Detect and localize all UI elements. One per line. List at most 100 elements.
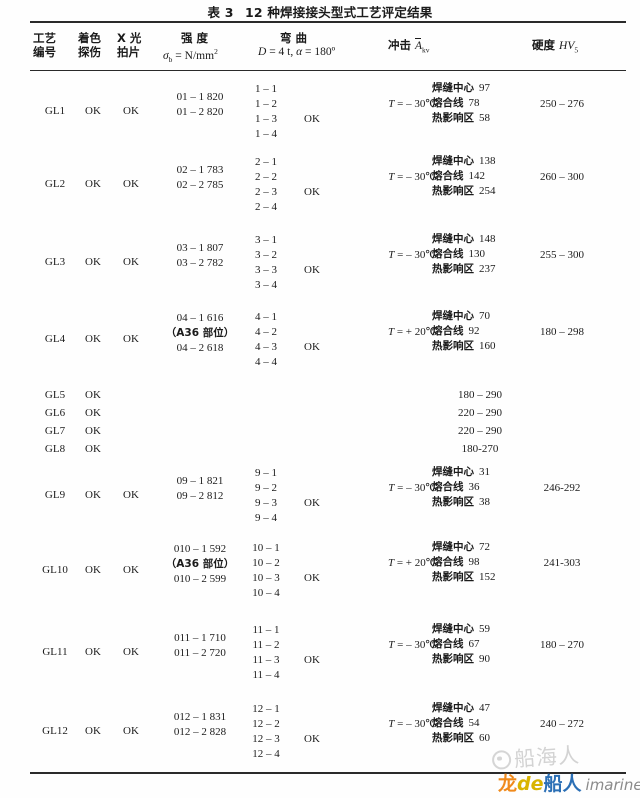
bend-specimen: 11 – 2 — [252, 639, 280, 651]
impact-entry: 焊缝中心 138 — [432, 154, 496, 169]
row-impact-temperature: T = – 30℃ — [388, 639, 438, 651]
header-line-1: 弯 曲 — [280, 31, 308, 45]
row-bend-result: OK — [304, 572, 320, 584]
short-row-hardness-value: 180-270 — [461, 443, 499, 455]
strength-value: 012 – 2 828 — [173, 726, 227, 738]
watermark-main: 龙de船人imarine.cn — [498, 769, 640, 796]
strength-value: 09 – 1 821 — [176, 475, 224, 487]
impact-entry-value: 160 — [479, 340, 496, 352]
watermark-part-3: 船人 — [543, 773, 582, 795]
impact-entry: 焊缝中心 59 — [432, 622, 490, 637]
bend-specimen: 2 – 3 — [255, 186, 277, 198]
bend-mid: = 4 t, — [266, 46, 297, 58]
header-line-1: 工艺 — [33, 31, 56, 45]
impact-entry: 熔合线 130 — [432, 247, 496, 262]
row-impact-temperature: T = + 20℃ — [387, 326, 439, 338]
impact-entry: 熔合线 142 — [432, 169, 496, 184]
impact-entry: 热影响区 90 — [432, 652, 490, 667]
impact-entry-label: 熔合线 — [432, 325, 464, 337]
row-impact-cell: 焊缝中心 31 熔合线 36 热影响区 38 — [432, 465, 490, 510]
impact-entry-value: 142 — [468, 170, 486, 182]
row-strength-cell: 04 – 1 616 （A36 部位） 04 – 2 618 — [166, 311, 234, 356]
row-dye-result: OK — [85, 256, 101, 268]
impact-entry: 熔合线 36 — [432, 480, 490, 495]
strength-value: （A36 部位） — [165, 557, 235, 570]
row-strength-cell: 09 – 1 821 09 – 2 812 — [177, 474, 224, 504]
impact-entry-label: 焊缝中心 — [432, 155, 474, 167]
impact-entry-value: 92 — [468, 325, 480, 337]
row-hardness-value: 246-292 — [543, 482, 581, 494]
row-bend-result: OK — [304, 186, 320, 198]
row-xray-result: OK — [123, 105, 139, 117]
row-strength-cell: 011 – 1 710 011 – 2 720 — [174, 631, 226, 661]
impact-entry-value: 31 — [479, 466, 490, 478]
short-row-dye-result: OK — [85, 425, 101, 437]
impact-entry: 熔合线 98 — [432, 555, 496, 570]
strength-value: 010 – 2 599 — [173, 572, 227, 585]
bend-specimen: 9 – 1 — [255, 467, 277, 479]
bend-specimen: 11 – 4 — [252, 669, 280, 681]
bend-specimen: 12 – 2 — [252, 718, 280, 730]
short-row-process-id: GL7 — [44, 425, 66, 437]
row-bend-cell: 11 – 1 11 – 2 11 – 3 11 – 4 — [252, 623, 279, 683]
header-line-2: σb = N/mm2 — [163, 45, 218, 67]
bend-specimen: 3 – 2 — [255, 249, 277, 261]
impact-entry-label: 热影响区 — [432, 732, 474, 744]
watermark-part-2: de — [517, 773, 544, 795]
impact-entry: 熔合线 78 — [432, 96, 490, 111]
bend-specimen: 10 – 4 — [252, 587, 280, 599]
row-impact-cell: 焊缝中心 148 熔合线 130 热影响区 237 — [432, 232, 496, 277]
bend-specimen: 12 – 3 — [252, 733, 280, 745]
short-row-dye-result: OK — [85, 389, 101, 401]
row-bend-result: OK — [304, 264, 320, 276]
impact-entry: 热影响区 58 — [432, 111, 490, 126]
impact-entry-label: 热影响区 — [432, 340, 474, 352]
row-bend-cell: 10 – 1 10 – 2 10 – 3 10 – 4 — [252, 541, 280, 601]
row-xray-result: OK — [123, 646, 139, 658]
impact-entry-value: 58 — [479, 112, 490, 124]
impact-entry-value: 72 — [479, 541, 490, 553]
header-line-1: X 光 — [117, 31, 142, 45]
impact-entry-value: 152 — [479, 571, 496, 583]
header-line-2: 编号 — [33, 45, 56, 59]
header-line-1: 着色 — [78, 31, 101, 45]
bend-specimen: 1 – 2 — [255, 98, 277, 110]
row-process-id: GL10 — [42, 564, 68, 576]
impact-entry-label: 熔合线 — [432, 97, 464, 109]
row-impact-cell: 焊缝中心 97 熔合线 78 热影响区 58 — [432, 81, 490, 126]
impact-entry: 焊缝中心 97 — [432, 81, 490, 96]
bend-specimen: 12 – 1 — [252, 703, 280, 715]
row-bend-cell: 1 – 1 1 – 2 1 – 3 1 – 4 — [255, 82, 277, 142]
row-impact-temperature: T = – 30℃ — [388, 171, 438, 183]
impact-entry-label: 焊缝中心 — [432, 82, 474, 94]
row-process-id: GL11 — [42, 646, 68, 658]
row-strength-cell: 012 – 1 831 012 – 2 828 — [174, 710, 226, 740]
impact-entry: 热影响区 160 — [432, 339, 496, 354]
impact-entry-label: 热影响区 — [432, 496, 474, 508]
watermark-site-url: imarine.cn — [585, 776, 640, 794]
column-header-dye-penetrant: 着色 探伤 — [78, 31, 101, 59]
bend-specimen: 1 – 4 — [255, 128, 277, 140]
impact-A-subscript: kv — [422, 45, 430, 55]
row-hardness-value: 240 – 272 — [540, 718, 584, 730]
bend-specimen: 2 – 2 — [255, 171, 277, 183]
impact-entry-label: 熔合线 — [432, 556, 464, 568]
impact-entry-label: 焊缝中心 — [432, 702, 474, 714]
impact-entry-label: 焊缝中心 — [432, 233, 474, 245]
header-line-2: 探伤 — [78, 45, 101, 59]
row-impact-cell: 焊缝中心 138 熔合线 142 热影响区 254 — [432, 154, 496, 199]
bend-specimen: 3 – 4 — [255, 279, 277, 291]
impact-entry: 热影响区 254 — [432, 184, 496, 199]
row-dye-result: OK — [85, 105, 101, 117]
row-strength-cell: 02 – 1 783 02 – 2 785 — [177, 163, 224, 193]
row-impact-temperature: T = – 30℃ — [388, 249, 438, 261]
row-xray-result: OK — [123, 564, 139, 576]
row-bend-cell: 2 – 1 2 – 2 2 – 3 2 – 4 — [255, 155, 277, 215]
row-dye-result: OK — [85, 564, 101, 576]
row-impact-temperature: T = + 20℃ — [387, 557, 439, 569]
row-bend-cell: 9 – 1 9 – 2 9 – 3 9 – 4 — [255, 466, 277, 526]
impact-entry-label: 热影响区 — [432, 112, 474, 124]
row-hardness-value: 241-303 — [543, 557, 581, 569]
bend-end: = 180º — [302, 46, 336, 58]
